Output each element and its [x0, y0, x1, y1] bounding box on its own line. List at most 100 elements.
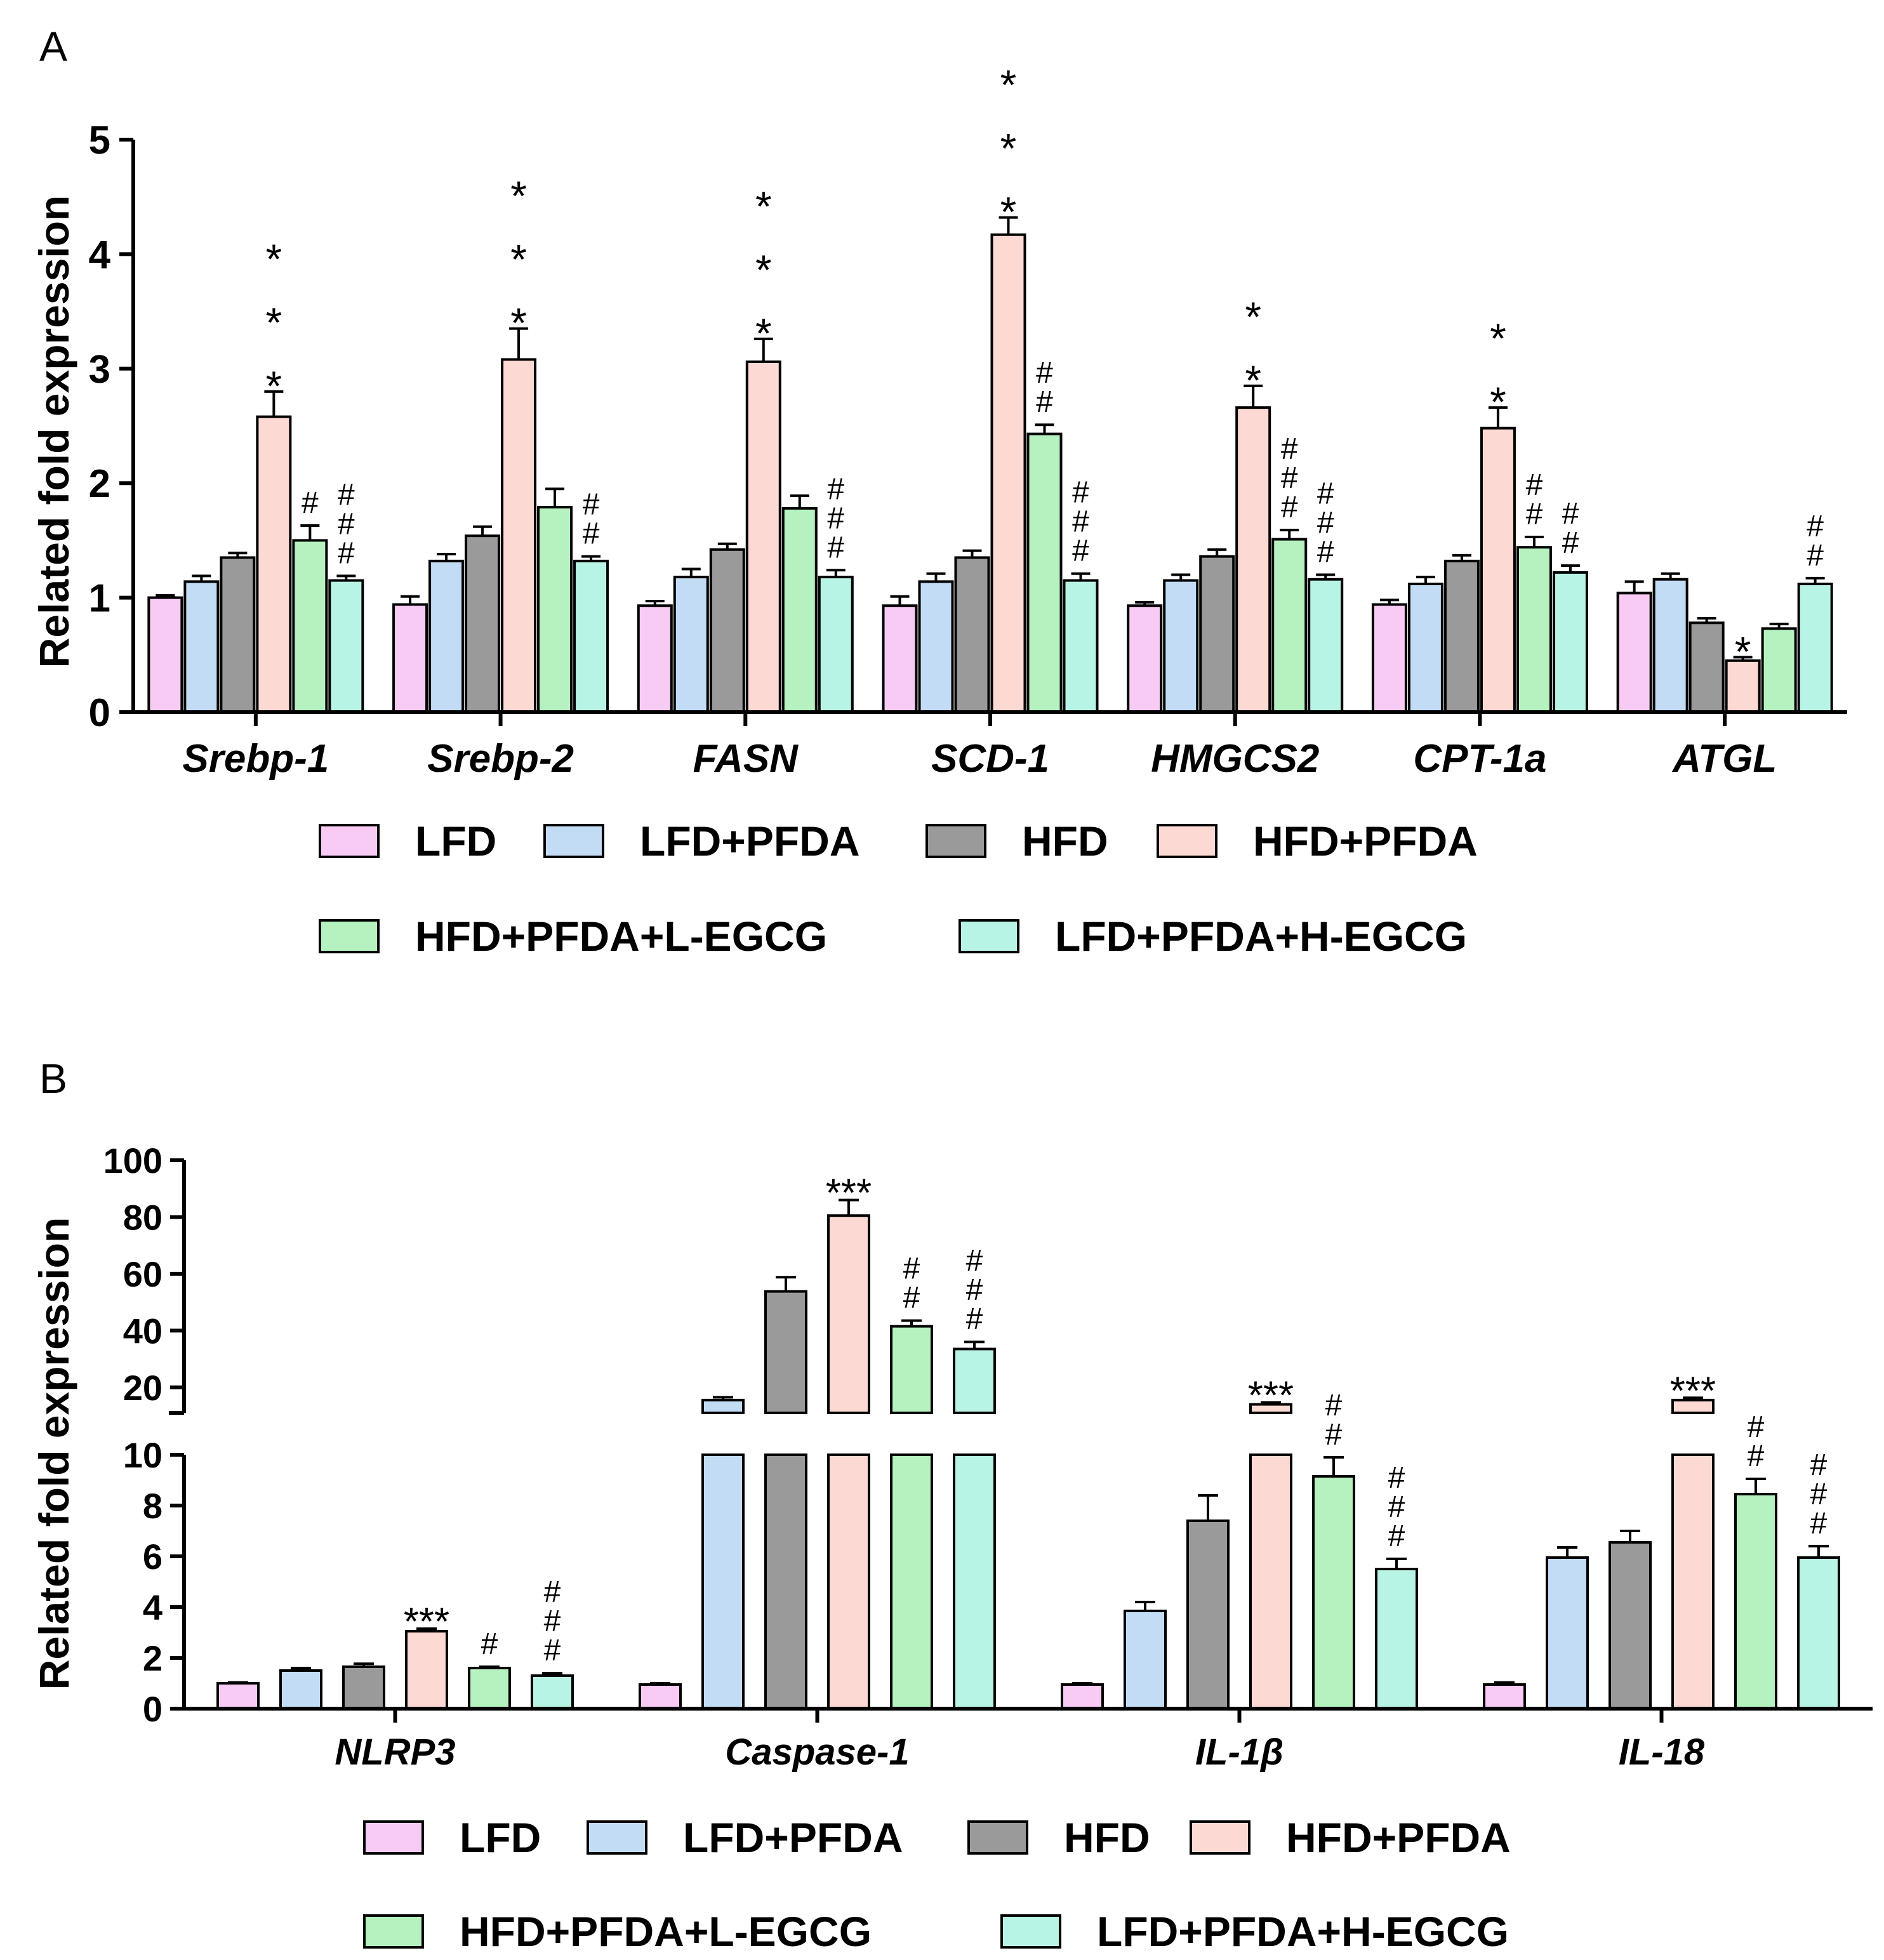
- bar-il-18-lfd-pfda: [1546, 1556, 1589, 1710]
- bar-srebp-2-lfd-pfda: [428, 559, 465, 714]
- significance-star: *: [755, 310, 772, 357]
- bar-atgl-hfd: [1688, 621, 1725, 714]
- significance-star: *: [1245, 293, 1261, 340]
- y-tick-label: 2: [143, 1638, 163, 1678]
- bar-lower-il-1-hfd-pfda: [1249, 1453, 1292, 1710]
- significance-hash: #: [1036, 385, 1053, 419]
- legend-label-lfd-pfda: LFD+PFDA: [683, 1814, 903, 1861]
- bar-atgl-lfd-pfda: [1652, 578, 1688, 714]
- panel-a-chart: 0 1 2 3 4 5 Srebp-1 Srebp-2 FASN SCD-1 HMGCS2 CPT-1…: [89, 62, 1847, 781]
- bar-il-18-hfd: [1609, 1541, 1652, 1710]
- bar-srebp-1-lfd-pfda: [183, 580, 220, 713]
- significance-hash: #: [1317, 477, 1334, 511]
- bar-lower-caspase-1-hfd: [764, 1453, 807, 1710]
- x-tick-label-hmgcs2: HMGCS2: [1151, 737, 1319, 781]
- bar-nlrp3-hfd-pfda-l-egcg: [468, 1667, 511, 1710]
- significance-star: ***: [404, 1600, 449, 1644]
- bar-scd-1-hfd-pfda-l-egcg: [1026, 432, 1063, 713]
- bar-srebp-1-lfd: [147, 596, 183, 713]
- significance-hash: #: [1388, 1520, 1405, 1553]
- bar-srebp-2-lfd-pfda-h-egcg: [573, 559, 609, 714]
- legend-label-hfd-pfda-l-egcg: HFD+PFDA+L-EGCG: [460, 1908, 872, 1955]
- panel-b-chart: 0 2 4 6 8 10 20 40 60 80 100 NLRP3 Caspase-1 IL-1β IL-…: [103, 1141, 1873, 1773]
- significance-star: *: [1245, 357, 1261, 404]
- bar-il-1-lfd: [1061, 1683, 1104, 1710]
- axis-break-gap: [826, 1414, 872, 1453]
- bar-scd-1-lfd-pfda-h-egcg: [1063, 579, 1099, 713]
- bar-nlrp3-hfd-pfda: [405, 1630, 448, 1710]
- bar-lower-caspase-1-hfd-pfda-l-egcg: [890, 1453, 933, 1710]
- significance-star: *: [266, 299, 282, 346]
- significance-star: *: [1735, 628, 1751, 675]
- bar-hmgcs2-hfd-pfda-l-egcg: [1271, 538, 1308, 713]
- significance-hash: #: [1281, 461, 1298, 495]
- x-tick-label-srebp-1: Srebp-1: [182, 737, 329, 781]
- axis-break-gap: [1670, 1414, 1716, 1453]
- y-tick-label: 20: [123, 1368, 163, 1408]
- legend-swatch-hfd-pfda-l-egcg: [363, 1914, 424, 1949]
- bar-upper-caspase-1-lfd-pfda: [701, 1398, 745, 1415]
- bar-fasn-hfd-pfda-l-egcg: [781, 507, 818, 713]
- bar-srebp-1-hfd: [220, 556, 256, 714]
- y-tick-label: 4: [89, 233, 111, 277]
- significance-star: *: [755, 246, 772, 293]
- legend-label-hfd: HFD: [1022, 818, 1108, 864]
- significance-hash: #: [827, 531, 844, 564]
- bar-lower-il-18-hfd-pfda: [1671, 1453, 1715, 1710]
- x-tick-label-il-1: IL-1β: [1195, 1732, 1284, 1773]
- significance-hash: #: [1562, 497, 1579, 531]
- significance-hash: #: [1810, 1478, 1828, 1511]
- bar-srebp-1-lfd-pfda-h-egcg: [328, 579, 364, 713]
- bar-il-18-lfd-pfda-h-egcg: [1797, 1556, 1840, 1710]
- bar-cpt-1a-hfd-pfda: [1480, 427, 1516, 713]
- significance-hash: #: [1072, 505, 1089, 539]
- legend-label-lfd: LFD: [415, 818, 496, 864]
- legend-swatch-hfd-pfda-l-egcg: [319, 919, 380, 953]
- axis-break-gap: [952, 1414, 997, 1453]
- bar-fasn-hfd: [709, 548, 745, 713]
- bar-il-1-lfd-pfda-h-egcg: [1375, 1568, 1418, 1710]
- y-tick-label: 5: [89, 119, 110, 162]
- bar-cpt-1a-lfd-pfda: [1407, 582, 1443, 714]
- y-tick-label: 3: [89, 348, 110, 392]
- significance-hash: #: [1317, 507, 1334, 540]
- y-tick-label: 2: [89, 462, 110, 506]
- legend-swatch-lfd: [363, 1820, 424, 1855]
- legend-swatch-lfd-pfda-h-egcg: [959, 919, 1019, 953]
- bar-srebp-2-hfd-pfda-l-egcg: [537, 506, 573, 713]
- significance-hash: #: [338, 507, 355, 541]
- bar-atgl-hfd-pfda-l-egcg: [1761, 627, 1797, 713]
- bar-il-1-lfd-pfda: [1124, 1610, 1167, 1710]
- bar-upper-caspase-1-hfd: [764, 1290, 807, 1415]
- significance-hash: #: [1325, 1389, 1343, 1422]
- bar-hmgcs2-lfd-pfda-h-egcg: [1308, 578, 1344, 714]
- bar-fasn-lfd: [637, 604, 673, 714]
- y-tick-label: 0: [89, 691, 110, 735]
- bar-scd-1-hfd-pfda: [990, 233, 1026, 713]
- significance-star: *: [755, 183, 772, 230]
- significance-star: *: [1000, 189, 1017, 235]
- significance-hash: #: [1748, 1440, 1765, 1473]
- legend-swatch-hfd: [967, 1820, 1028, 1855]
- x-tick-label-srebp-2: Srebp-2: [427, 737, 574, 781]
- bar-cpt-1a-lfd-pfda-h-egcg: [1552, 571, 1588, 713]
- bar-srebp-2-hfd-pfda: [501, 358, 537, 713]
- significance-hash: #: [338, 478, 355, 512]
- significance-star: *: [1000, 125, 1017, 172]
- bar-il-18-lfd: [1483, 1683, 1526, 1710]
- legend-label-lfd-pfda-h-egcg: LFD+PFDA+H-EGCG: [1097, 1908, 1509, 1955]
- panel-b-legend: LFD LFD+PFDA HFD HFD+PFDA HFD+PFDA+L-EGCG LFD…: [363, 1814, 1511, 1955]
- significance-hash: #: [338, 536, 355, 570]
- y-tick-label: 6: [143, 1537, 163, 1577]
- panel-a-legend: LFD LFD+PFDA HFD HFD+PFDA HFD+PFDA+L-EGCG LFD…: [319, 818, 1478, 960]
- y-tick-label: 10: [123, 1435, 163, 1475]
- y-tick-label: 100: [103, 1141, 163, 1181]
- significance-hash: #: [544, 1605, 561, 1638]
- significance-hash: #: [583, 488, 600, 522]
- axis-break-gap: [763, 1414, 809, 1453]
- bar-scd-1-lfd-pfda: [918, 580, 954, 713]
- legend-label-lfd-pfda: LFD+PFDA: [640, 818, 860, 864]
- significance-star: *: [1000, 62, 1017, 109]
- x-tick-label-cpt-1a: CPT-1a: [1413, 737, 1546, 781]
- bar-lower-caspase-1-hfd-pfda: [827, 1453, 870, 1710]
